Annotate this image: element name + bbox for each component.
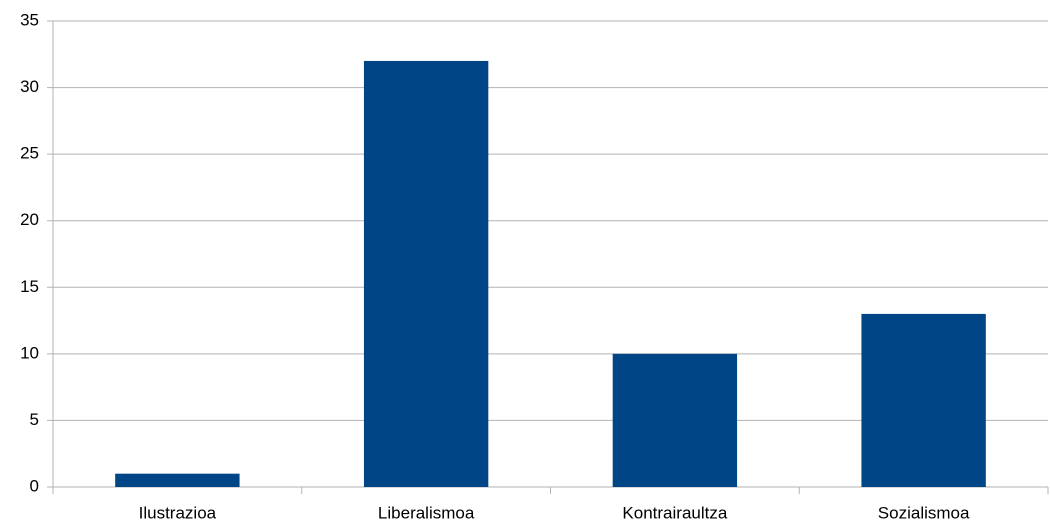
y-tick-label: 30 <box>20 77 39 96</box>
bar <box>612 353 738 487</box>
x-tick-label: Ilustrazioa <box>139 503 217 522</box>
y-tick-label: 25 <box>20 144 39 163</box>
y-tick-label: 20 <box>20 210 39 229</box>
y-tick-label: 10 <box>20 343 39 362</box>
y-tick-label: 35 <box>20 10 39 29</box>
y-tick-label: 15 <box>20 277 39 296</box>
y-tick-label: 0 <box>30 476 39 495</box>
bar <box>115 473 240 487</box>
x-tick-label: Liberalismoa <box>378 503 475 522</box>
bar <box>861 313 986 487</box>
x-tick-label: Kontrairaultza <box>622 503 727 522</box>
y-tick-label: 5 <box>30 410 39 429</box>
x-tick-label: Sozialismoa <box>878 503 970 522</box>
bar <box>363 60 489 487</box>
